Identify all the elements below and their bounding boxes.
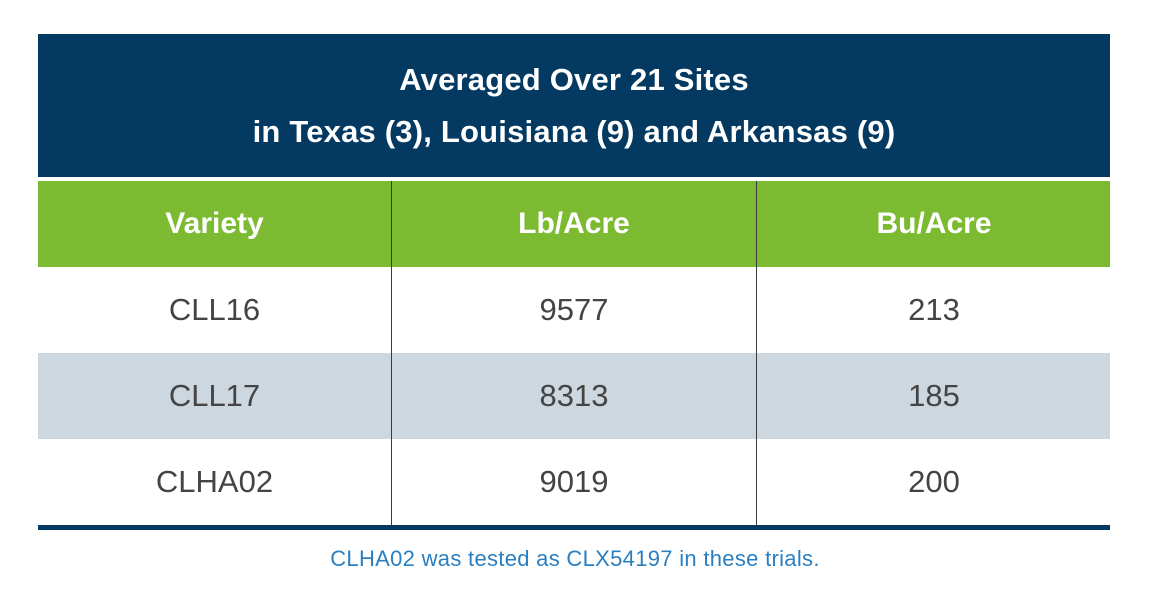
column-header-variety: Variety	[165, 207, 264, 240]
cell-variety: CLL17	[168, 378, 261, 413]
column-header-lb-acre: Lb/Acre	[391, 181, 756, 267]
cell-lb-acre: 8313	[391, 353, 756, 439]
table-row: CLL16 9577 213	[38, 267, 1110, 353]
cell-variety: CLL16	[168, 292, 261, 327]
cell-lb-acre: 9577	[391, 267, 756, 353]
table-row: CLHA02 9019 200	[38, 439, 1110, 525]
table-title: Averaged Over 21 Sites in Texas (3), Lou…	[38, 34, 1110, 177]
table-title-line-2: in Texas (3), Louisiana (9) and Arkansas…	[252, 113, 896, 149]
cell-bu-acre: 185	[756, 353, 1111, 439]
yield-table: Averaged Over 21 Sites in Texas (3), Lou…	[38, 34, 1110, 530]
title-divider	[38, 177, 1110, 181]
table-row: CLL17 8313 185	[38, 353, 1110, 439]
table-header-row: Variety Lb/Acre Bu/Acre	[38, 181, 1110, 267]
column-header-bu-acre: Bu/Acre	[756, 181, 1111, 267]
table-footnote: CLHA02 was tested as CLX54197 in these t…	[330, 546, 820, 571]
cell-variety: CLHA02	[155, 464, 274, 499]
table-bottom-rule	[38, 525, 1110, 530]
cell-bu-acre: 213	[756, 267, 1111, 353]
cell-lb-acre: 9019	[391, 439, 756, 525]
cell-bu-acre: 200	[756, 439, 1111, 525]
table-title-line-1: Averaged Over 21 Sites	[399, 61, 749, 97]
